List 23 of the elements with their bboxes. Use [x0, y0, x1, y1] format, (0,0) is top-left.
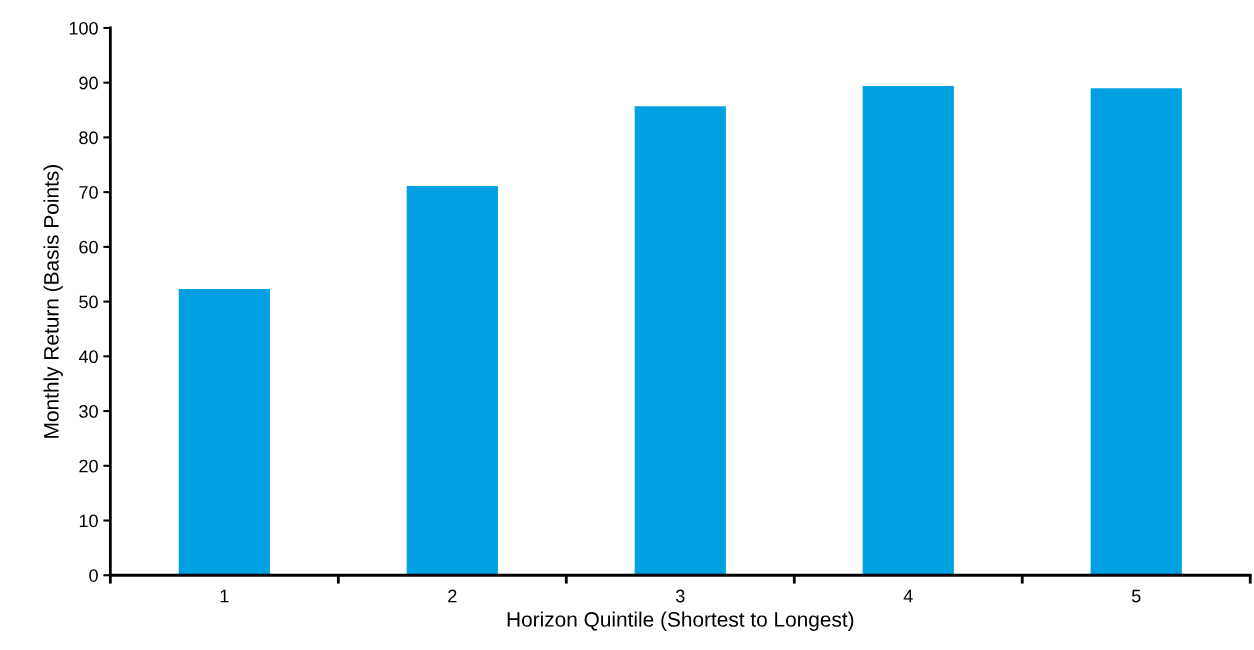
y-tick-label: 20 — [79, 459, 98, 473]
y-tick-label: 10 — [79, 514, 98, 528]
x-tick-label: 1 — [220, 589, 229, 603]
x-tick-label: 3 — [675, 589, 685, 603]
x-tick-label: 5 — [1131, 589, 1141, 603]
bar — [1090, 88, 1182, 576]
y-tick-label: 50 — [79, 295, 98, 309]
y-tick-label: 30 — [79, 404, 98, 418]
bar — [862, 85, 954, 576]
y-tick-label: 90 — [79, 76, 98, 90]
y-axis-title: Monthly Return (Basis Points) — [43, 165, 63, 438]
x-tick-label: 4 — [903, 589, 913, 603]
y-tick-label: 40 — [78, 350, 98, 364]
x-tick-label: 2 — [448, 589, 457, 603]
y-tick-label: 80 — [79, 131, 98, 145]
bar — [634, 106, 726, 576]
y-tick-label: 100 — [69, 21, 98, 35]
x-axis-title: Horizon Quintile (Shortest to Longest) — [507, 611, 854, 631]
y-tick-label: 70 — [79, 186, 98, 199]
bar — [406, 186, 498, 576]
y-tick-label: 60 — [79, 240, 98, 254]
y-tick-label: 0 — [89, 569, 98, 582]
bar — [178, 289, 270, 576]
